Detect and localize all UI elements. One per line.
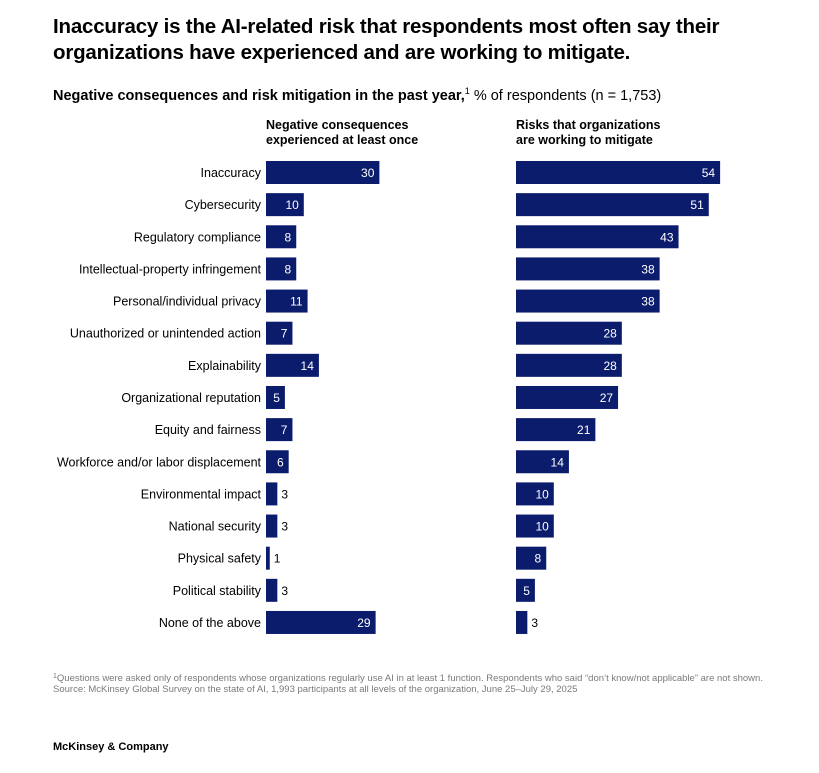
- value-label-consequences-personal-individual-privacy: 11: [290, 295, 303, 309]
- value-label-consequences-unauthorized-or-unintended-action: 7: [281, 327, 288, 341]
- column-header-mitigation-line2: are working to mitigate: [516, 133, 653, 147]
- category-label-workforce-and-or-labor-displacement: Workforce and/or labor displacement: [57, 455, 262, 469]
- bar-consequences-unauthorized-or-unintended-action: [266, 321, 293, 345]
- category-label-intellectual-property-infringement: Intellectual-property infringement: [79, 262, 262, 276]
- footnote: 1Questions were asked only of respondent…: [53, 673, 783, 695]
- value-label-consequences-environmental-impact: 3: [281, 487, 288, 501]
- category-label-environmental-impact: Environmental impact: [141, 487, 262, 501]
- category-label-unauthorized-or-unintended-action: Unauthorized or unintended action: [70, 327, 261, 341]
- bar-mitigation-workforce-and-or-labor-displacement: [516, 450, 569, 474]
- category-label-inaccuracy: Inaccuracy: [201, 166, 262, 180]
- bar-mitigation-explainability: [516, 353, 622, 377]
- value-label-consequences-workforce-and-or-labor-displacement: 6: [277, 455, 284, 469]
- bar-mitigation-environmental-impact: [516, 482, 554, 506]
- brand-logo-text: McKinsey & Company: [53, 741, 169, 753]
- bar-consequences-physical-safety: [266, 546, 270, 570]
- bar-mitigation-cybersecurity: [516, 193, 709, 217]
- footnote-mark: 1: [53, 673, 57, 680]
- bar-mitigation-unauthorized-or-unintended-action: [516, 321, 622, 345]
- category-label-organizational-reputation: Organizational reputation: [121, 391, 261, 405]
- subtitle-footnote-mark: 1: [464, 86, 470, 96]
- value-label-consequences-inaccuracy: 30: [361, 166, 375, 180]
- value-label-mitigation-none-of-the-above: 3: [531, 616, 538, 630]
- value-label-mitigation-explainability: 28: [603, 359, 617, 373]
- bar-consequences-intellectual-property-infringement: [266, 257, 297, 281]
- bar-mitigation-organizational-reputation: [516, 385, 619, 409]
- value-label-mitigation-organizational-reputation: 27: [600, 391, 614, 405]
- bar-mitigation-physical-safety: [516, 546, 547, 570]
- value-label-consequences-regulatory-compliance: 8: [285, 230, 292, 244]
- value-label-consequences-intellectual-property-infringement: 8: [285, 262, 292, 276]
- bar-mitigation-regulatory-compliance: [516, 225, 679, 249]
- footnote-source: Source: McKinsey Global Survey on the st…: [53, 684, 578, 695]
- value-label-mitigation-inaccuracy: 54: [702, 166, 716, 180]
- chart-subtitle: Negative consequences and risk mitigatio…: [53, 87, 661, 105]
- value-label-consequences-national-security: 3: [281, 520, 288, 534]
- bar-mitigation-political-stability: [516, 578, 535, 602]
- bar-consequences-cybersecurity: [266, 193, 304, 217]
- category-label-none-of-the-above: None of the above: [159, 616, 261, 630]
- column-header-mitigation: Risks that organizations are working to m…: [516, 118, 660, 148]
- bar-consequences-workforce-and-or-labor-displacement: [266, 450, 289, 474]
- value-label-consequences-explainability: 14: [301, 359, 315, 373]
- category-label-personal-individual-privacy: Personal/individual privacy: [113, 295, 262, 309]
- column-header-consequences-line1: Negative consequences: [266, 118, 409, 132]
- chart-headline: Inaccuracy is the AI-related risk that r…: [53, 15, 720, 64]
- bar-consequences-personal-individual-privacy: [266, 289, 308, 313]
- bar-consequences-organizational-reputation: [266, 385, 285, 409]
- category-label-political-stability: Political stability: [173, 584, 262, 598]
- value-label-consequences-political-stability: 3: [281, 584, 288, 598]
- category-label-equity-and-fairness: Equity and fairness: [155, 423, 261, 437]
- category-label-regulatory-compliance: Regulatory compliance: [134, 230, 261, 244]
- category-label-national-security: National security: [169, 520, 262, 534]
- bar-consequences-explainability: [266, 353, 319, 377]
- category-label-physical-safety: Physical safety: [178, 552, 262, 566]
- value-label-consequences-physical-safety: 1: [274, 552, 281, 566]
- bar-consequences-inaccuracy: [266, 161, 380, 184]
- value-label-mitigation-environmental-impact: 10: [535, 487, 549, 501]
- bar-consequences-none-of-the-above: [266, 610, 376, 634]
- bar-mitigation-national-security: [516, 514, 554, 538]
- bar-consequences-regulatory-compliance: [266, 225, 297, 249]
- value-label-mitigation-personal-individual-privacy: 38: [641, 295, 655, 309]
- bar-consequences-equity-and-fairness: [266, 418, 293, 442]
- subtitle-rest: % of respondents (n = 1,753): [469, 88, 662, 104]
- value-label-consequences-equity-and-fairness: 7: [281, 423, 288, 437]
- bar-mitigation-inaccuracy: [516, 161, 721, 184]
- value-label-consequences-none-of-the-above: 29: [357, 616, 371, 630]
- column-header-mitigation-line1: Risks that organizations: [516, 118, 661, 132]
- subtitle-bold: Negative consequences and risk mitigatio…: [53, 88, 465, 104]
- bar-consequences-political-stability: [266, 578, 278, 602]
- value-label-mitigation-workforce-and-or-labor-displacement: 14: [551, 455, 565, 469]
- value-label-consequences-organizational-reputation: 5: [273, 391, 280, 405]
- value-label-mitigation-regulatory-compliance: 43: [660, 230, 674, 244]
- column-header-consequences: Negative consequences experienced at leas…: [266, 118, 418, 148]
- bar-mitigation-intellectual-property-infringement: [516, 257, 660, 281]
- bar-mitigation-none-of-the-above: [516, 610, 528, 634]
- category-label-explainability: Explainability: [188, 359, 262, 373]
- value-label-mitigation-cybersecurity: 51: [690, 198, 704, 212]
- bar-mitigation-personal-individual-privacy: [516, 289, 660, 313]
- value-label-mitigation-political-stability: 5: [523, 584, 530, 598]
- bar-consequences-national-security: [266, 514, 278, 538]
- column-header-consequences-line2: experienced at least once: [266, 133, 419, 147]
- value-label-mitigation-equity-and-fairness: 21: [577, 423, 591, 437]
- bar-mitigation-equity-and-fairness: [516, 418, 596, 442]
- value-label-mitigation-physical-safety: 8: [535, 552, 542, 566]
- bar-consequences-environmental-impact: [266, 482, 278, 506]
- value-label-mitigation-national-security: 10: [535, 520, 549, 534]
- category-label-cybersecurity: Cybersecurity: [185, 198, 262, 212]
- value-label-mitigation-intellectual-property-infringement: 38: [641, 262, 655, 276]
- value-label-consequences-cybersecurity: 10: [285, 198, 299, 212]
- value-label-mitigation-unauthorized-or-unintended-action: 28: [603, 327, 617, 341]
- footnote-text: Questions were asked only of respondents…: [56, 673, 763, 684]
